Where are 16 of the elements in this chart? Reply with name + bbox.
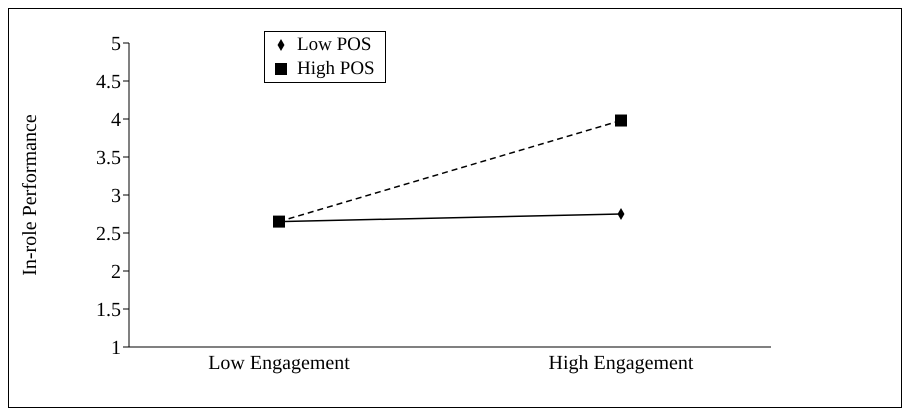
x-tick-label: High Engagement: [548, 352, 694, 374]
legend-label: High POS: [297, 58, 375, 79]
y-tick-label: 1: [111, 337, 121, 360]
y-tick-label: 5: [111, 33, 121, 56]
x-tick-label: Low Engagement: [208, 352, 350, 374]
y-tick-label: 4.5: [96, 71, 121, 94]
legend-label: Low POS: [297, 34, 372, 55]
y-tick-label: 1.5: [96, 299, 121, 322]
y-axis-title: In-role Performance: [19, 114, 42, 276]
y-tick-label: 2.5: [96, 223, 121, 246]
y-tick-label: 3: [111, 185, 121, 208]
y-tick-label: 4: [111, 109, 121, 132]
y-tick-label: 3.5: [96, 147, 121, 170]
point: [273, 216, 285, 228]
y-tick-label: 2: [111, 261, 121, 284]
point: [615, 114, 627, 127]
